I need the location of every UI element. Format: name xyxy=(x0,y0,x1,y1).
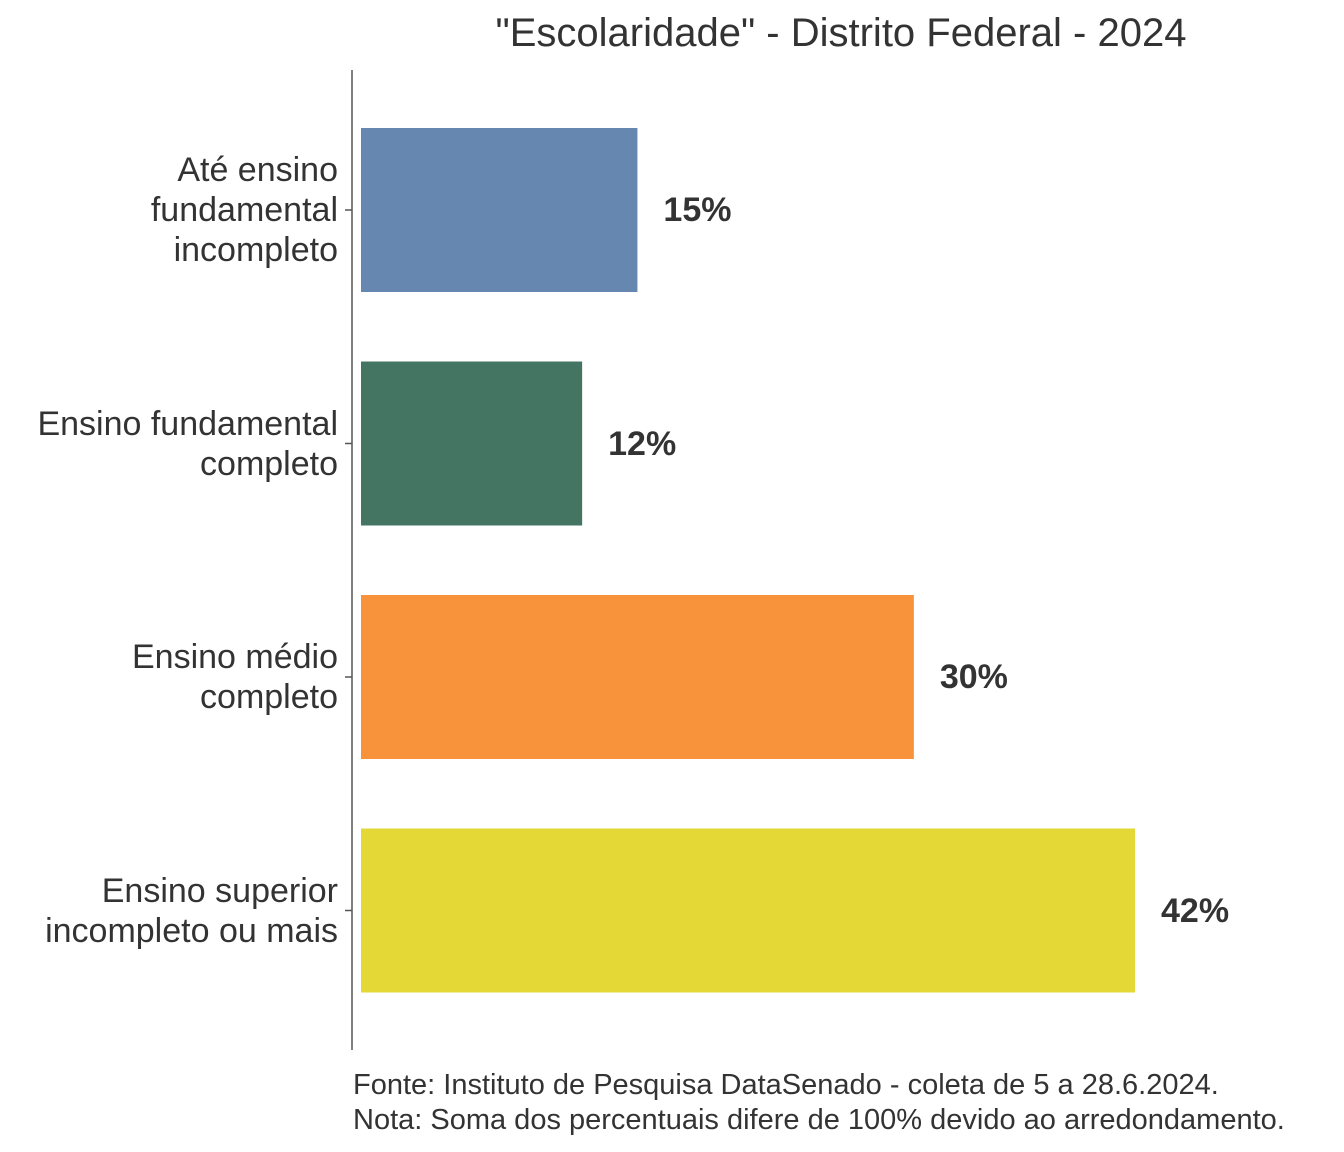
value-label: 15% xyxy=(663,191,732,229)
category-label: Até ensino fundamental incompleto xyxy=(151,150,338,270)
bar xyxy=(361,595,914,759)
chart-title: "Escolaridade" - Distrito Federal - 2024 xyxy=(495,11,1187,55)
category-label-line: fundamental xyxy=(150,191,338,229)
source-note: Fonte: Instituto de Pesquisa DataSenado … xyxy=(353,1069,1219,1101)
category-label-line: incompleto xyxy=(173,231,338,269)
category-label: Ensino fundamental completo xyxy=(37,404,338,484)
bar xyxy=(361,361,583,526)
value-label: 12% xyxy=(608,424,677,463)
category-label-line: completo xyxy=(200,678,338,716)
bar xyxy=(361,828,1135,993)
category-label-line: Até ensino xyxy=(177,151,338,189)
value-label: 30% xyxy=(939,658,1008,696)
category-label-line: incompleto ou mais xyxy=(45,911,338,950)
chart-footer: Fonte: Instituto de Pesquisa DataSenado … xyxy=(353,1068,1285,1138)
category-label-line: Ensino médio xyxy=(131,638,338,676)
category-label: Ensino médio completo xyxy=(132,637,338,717)
category-label: Ensino superior incompleto ou mais xyxy=(45,871,338,951)
category-label-line: completo xyxy=(200,444,338,483)
value-label: 42% xyxy=(1161,891,1230,930)
category-label-line: Ensino superior xyxy=(101,871,338,910)
bar xyxy=(361,128,638,292)
category-label-line: Ensino fundamental xyxy=(37,404,338,443)
rounding-note: Nota: Soma dos percentuais difere de 100… xyxy=(353,1104,1285,1136)
